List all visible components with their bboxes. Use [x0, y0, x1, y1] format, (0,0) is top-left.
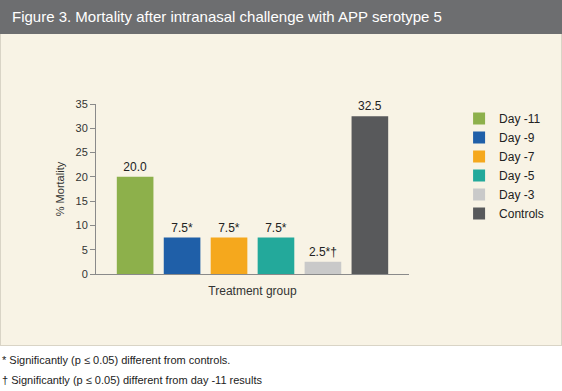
svg-text:35: 35 [76, 98, 88, 110]
html-text:Figure 3. Mortality after intr: Figure 3. Mortality after intranasal cha… [12, 8, 442, 25]
svg-text:% Mortality: % Mortality [54, 161, 66, 216]
svg-text:10: 10 [76, 219, 88, 231]
html-text:† Significantly (p ≤ 0.05) dif: † Significantly (p ≤ 0.05) different fro… [2, 374, 262, 386]
svg-text:20.0: 20.0 [123, 160, 147, 174]
svg-text:15: 15 [76, 195, 88, 207]
html-text:* Significantly (p ≤ 0.05) dif: * Significantly (p ≤ 0.05) different fro… [2, 354, 231, 366]
svg-text:30: 30 [76, 122, 88, 134]
svg-text:Treatment group: Treatment group [208, 284, 297, 298]
svg-text:Controls: Controls [499, 207, 544, 221]
svg-text:7.5*: 7.5* [218, 221, 240, 235]
svg-text:5: 5 [82, 244, 88, 256]
svg-text:Day -9: Day -9 [499, 131, 535, 145]
svg-text:20: 20 [76, 171, 88, 183]
svg-text:7.5*: 7.5* [171, 221, 193, 235]
svg-text:25: 25 [76, 146, 88, 158]
svg-text:7.5*: 7.5* [265, 221, 287, 235]
svg-text:0: 0 [82, 268, 88, 280]
svg-text:Day -11: Day -11 [499, 112, 540, 126]
svg-text:Day -3: Day -3 [499, 188, 535, 202]
svg-text:Day -5: Day -5 [499, 169, 535, 183]
svg-text:Day -7: Day -7 [499, 150, 535, 164]
svg-text:32.5: 32.5 [358, 99, 382, 113]
svg-text:2.5*†: 2.5*† [309, 245, 337, 259]
